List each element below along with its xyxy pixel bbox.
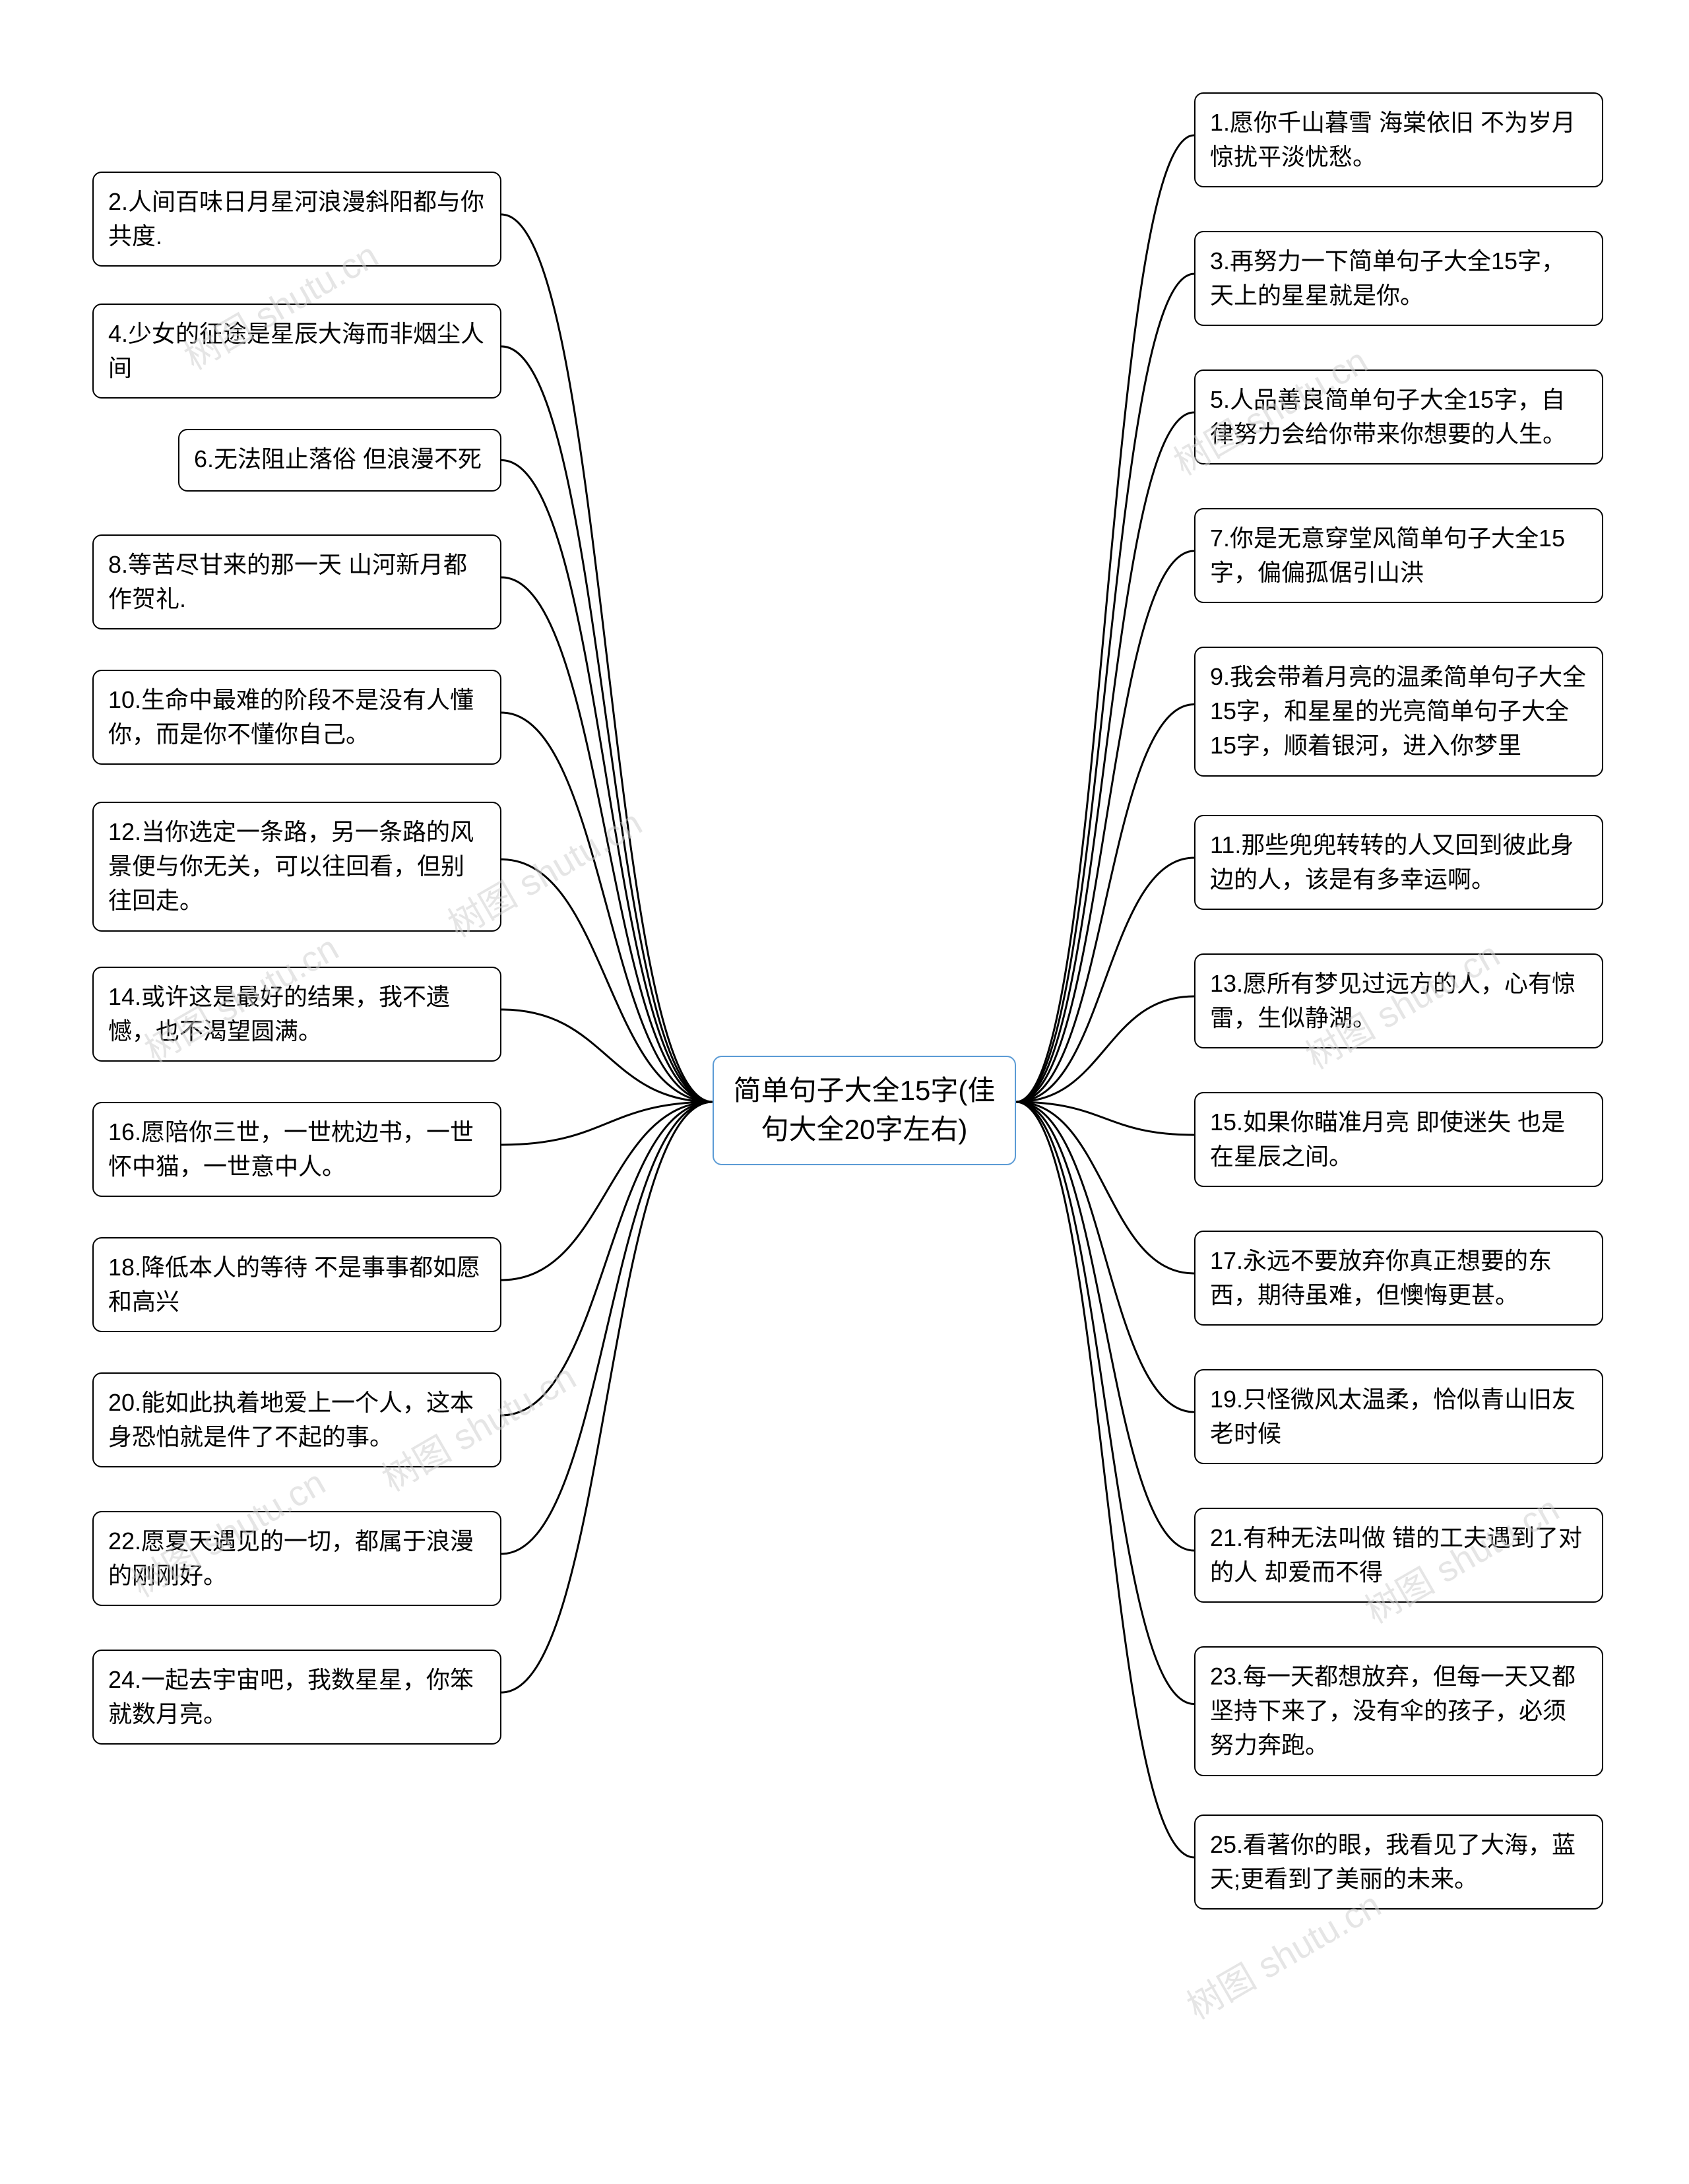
node-22: 22.愿夏天遇见的一切，都属于浪漫的刚刚好。 bbox=[92, 1511, 501, 1606]
node-14: 14.或许这是最好的结果，我不遗憾，也不渴望圆满。 bbox=[92, 967, 501, 1062]
node-17: 17.永远不要放弃你真正想要的东西，期待虽难，但懊悔更甚。 bbox=[1194, 1231, 1603, 1326]
node-1: 1.愿你千山暮雪 海棠依旧 不为岁月惊扰平淡忧愁。 bbox=[1194, 92, 1603, 187]
node-15: 15.如果你瞄准月亮 即使迷失 也是在星辰之间。 bbox=[1194, 1092, 1603, 1187]
edge bbox=[1016, 858, 1194, 1102]
node-13: 13.愿所有梦见过远方的人，心有惊雷，生似静湖。 bbox=[1194, 953, 1603, 1048]
edge bbox=[501, 1102, 713, 1280]
node-23: 23.每一天都想放弃，但每一天又都坚持下来了，没有伞的孩子，必须努力奔跑。 bbox=[1194, 1646, 1603, 1776]
edge bbox=[501, 1102, 713, 1554]
node-6: 6.无法阻止落俗 但浪漫不死 bbox=[178, 429, 501, 492]
node-4: 4.少女的征途是星辰大海而非烟尘人间 bbox=[92, 304, 501, 399]
node-10: 10.生命中最难的阶段不是没有人懂你，而是你不懂你自己。 bbox=[92, 670, 501, 765]
node-8: 8.等苦尽甘来的那一天 山河新月都作贺礼. bbox=[92, 534, 501, 629]
edge bbox=[1016, 1102, 1194, 1857]
edge bbox=[1016, 996, 1194, 1102]
edge bbox=[1016, 551, 1194, 1102]
node-12: 12.当你选定一条路，另一条路的风景便与你无关，可以往回看，但别往回走。 bbox=[92, 802, 501, 932]
edge bbox=[501, 346, 713, 1102]
edge bbox=[501, 1102, 713, 1692]
mindmap-canvas: 简单句子大全15字(佳句大全20字左右) 2.人间百味日月星河浪漫斜阳都与你共度.… bbox=[0, 0, 1689, 2184]
edge bbox=[501, 577, 713, 1102]
node-9: 9.我会带着月亮的温柔简单句子大全15字，和星星的光亮简单句子大全15字，顺着银… bbox=[1194, 647, 1603, 777]
node-16: 16.愿陪你三世，一世枕边书，一世怀中猫，一世意中人。 bbox=[92, 1102, 501, 1197]
edge bbox=[501, 214, 713, 1102]
edge bbox=[501, 1010, 713, 1102]
node-5: 5.人品善良简单句子大全15字，自律努力会给你带来你想要的人生。 bbox=[1194, 369, 1603, 465]
edge bbox=[501, 1102, 713, 1415]
edge bbox=[1016, 1102, 1194, 1551]
node-18: 18.降低本人的等待 不是事事都如愿和高兴 bbox=[92, 1237, 501, 1332]
node-3: 3.再努力一下简单句子大全15字，天上的星星就是你。 bbox=[1194, 231, 1603, 326]
edge bbox=[1016, 135, 1194, 1102]
node-11: 11.那些兜兜转转的人又回到彼此身边的人，该是有多幸运啊。 bbox=[1194, 815, 1603, 910]
edge bbox=[1016, 412, 1194, 1102]
edge bbox=[1016, 1102, 1194, 1273]
node-25: 25.看著你的眼，我看见了大海，蓝天;更看到了美丽的未来。 bbox=[1194, 1815, 1603, 1910]
node-2: 2.人间百味日月星河浪漫斜阳都与你共度. bbox=[92, 172, 501, 267]
edge bbox=[1016, 1102, 1194, 1135]
edge bbox=[501, 461, 713, 1103]
edge bbox=[501, 1102, 713, 1145]
edge bbox=[1016, 705, 1194, 1103]
edge bbox=[501, 713, 713, 1102]
edge bbox=[1016, 1102, 1194, 1704]
node-19: 19.只怪微风太温柔，恰似青山旧友老时候 bbox=[1194, 1369, 1603, 1464]
edge bbox=[1016, 1102, 1194, 1412]
node-7: 7.你是无意穿堂风简单句子大全15字，偏偏孤倨引山洪 bbox=[1194, 508, 1603, 603]
node-24: 24.一起去宇宙吧，我数星星，你笨就数月亮。 bbox=[92, 1650, 501, 1745]
node-20: 20.能如此执着地爱上一个人，这本身恐怕就是件了不起的事。 bbox=[92, 1372, 501, 1467]
edge bbox=[501, 860, 713, 1103]
node-21: 21.有种无法叫做 错的工夫遇到了对的人 却爱而不得 bbox=[1194, 1508, 1603, 1603]
center-node: 简单句子大全15字(佳句大全20字左右) bbox=[713, 1056, 1016, 1165]
edge bbox=[1016, 274, 1194, 1102]
